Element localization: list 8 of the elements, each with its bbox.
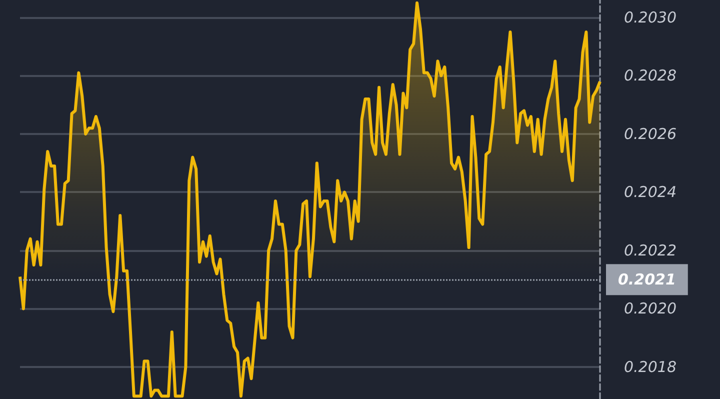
y-tick-label: 0.2026 — [624, 124, 676, 143]
y-tick-label: 0.2018 — [624, 358, 676, 376]
y-tick-label: 0.2024 — [624, 183, 676, 202]
y-tick-label: 0.2022 — [624, 241, 676, 260]
y-tick-label: 0.2028 — [624, 66, 676, 85]
y-tick-label: 0.2020 — [624, 300, 676, 318]
y-tick-label: 0.2030 — [624, 8, 676, 26]
ref-line-label: 0.2021 — [618, 270, 676, 289]
